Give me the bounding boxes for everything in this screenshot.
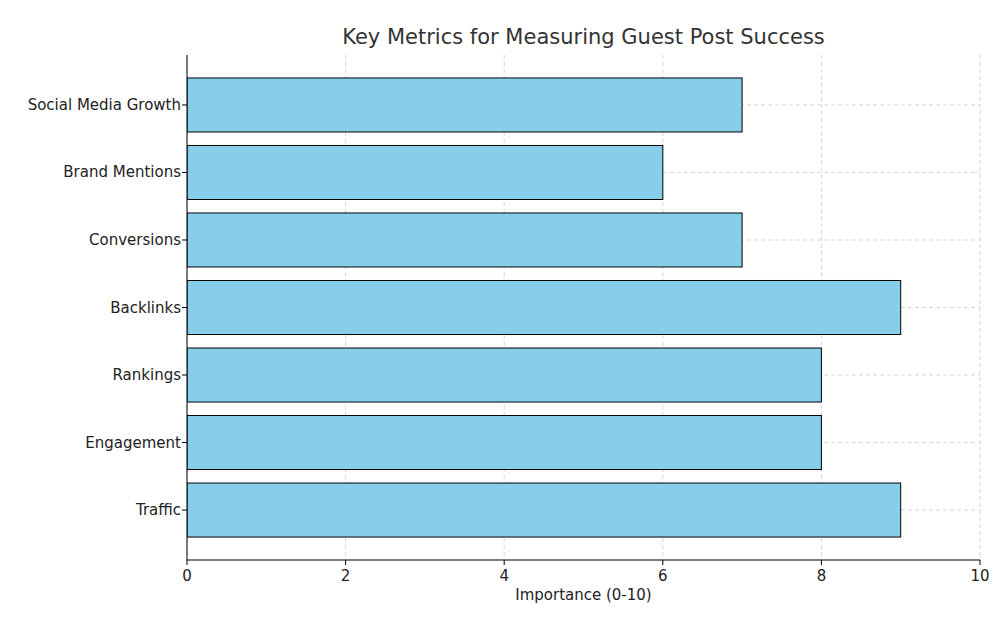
bar (187, 348, 821, 402)
bar (187, 483, 901, 537)
x-tick-label: 4 (499, 567, 509, 585)
y-tick-label: Engagement (85, 434, 181, 452)
bar (187, 145, 663, 199)
y-tick-label: Brand Mentions (63, 163, 181, 181)
x-tick (345, 560, 346, 565)
bar (187, 416, 821, 470)
x-tick (504, 560, 505, 565)
y-tick-label: Conversions (89, 231, 181, 249)
x-axis-line (187, 560, 980, 561)
y-tick (182, 307, 187, 308)
x-tick-label: 2 (341, 567, 351, 585)
y-tick-label: Social Media Growth (28, 96, 181, 114)
x-tick (821, 560, 822, 565)
x-tick (662, 560, 663, 565)
chart-title: Key Metrics for Measuring Guest Post Suc… (342, 25, 825, 49)
y-tick (182, 510, 187, 511)
x-tick (187, 560, 188, 565)
chart-container: 0 2 4 6 8 10 Traffic Engagement Rankings Backlink… (0, 0, 1000, 632)
chart-svg: 0 2 4 6 8 10 Traffic Engagement Rankings Backlink… (0, 0, 1000, 632)
x-tick-label: 6 (658, 567, 668, 585)
y-tick (182, 172, 187, 173)
axes: 0 2 4 6 8 10 Traffic Engagement Rankings Backlink… (28, 55, 990, 585)
x-tick-label: 10 (970, 567, 989, 585)
y-tick (182, 104, 187, 105)
y-tick-label: Traffic (135, 501, 181, 519)
bars (187, 78, 901, 537)
y-tick (182, 442, 187, 443)
x-tick-label: 8 (817, 567, 827, 585)
grid (187, 55, 980, 560)
x-tick-label: 0 (182, 567, 192, 585)
x-tick (980, 560, 981, 565)
bar (187, 280, 901, 334)
x-axis-label: Importance (0-10) (515, 586, 651, 604)
y-tick (182, 375, 187, 376)
bar (187, 78, 742, 132)
y-tick (182, 239, 187, 240)
y-tick-label: Backlinks (110, 299, 181, 317)
bar (187, 213, 742, 267)
y-tick-label: Rankings (113, 366, 182, 384)
